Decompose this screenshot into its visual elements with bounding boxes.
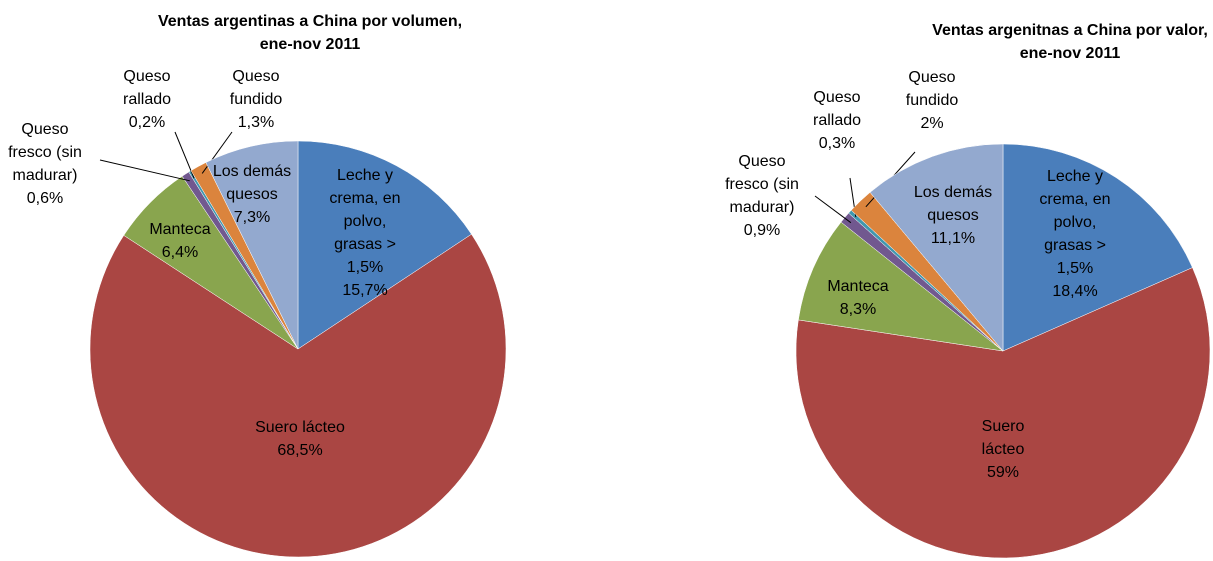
pie-slice — [869, 143, 1004, 352]
value-label: 11,1% — [931, 230, 975, 247]
slice-label: Manteca — [149, 221, 210, 238]
pie-slice — [297, 140, 472, 350]
slice-label: Suero lácteo — [982, 418, 1025, 458]
value-label: 1,3% — [238, 114, 274, 131]
leader-line — [814, 195, 852, 224]
value-label: 0,9% — [744, 222, 780, 239]
slice-label: Manteca — [827, 278, 888, 295]
pie-slice — [89, 233, 507, 558]
slice-label: Queso fresco (sin madurar) — [725, 153, 799, 216]
slice-label: Queso fundido — [906, 69, 959, 109]
slice-label: Los demás quesos — [213, 163, 291, 203]
value-label: 7,3% — [234, 209, 270, 226]
value-label: 15,7% — [342, 282, 387, 299]
slice-label: Los demás quesos — [914, 184, 992, 224]
pie-slice — [795, 267, 1211, 559]
leader-line — [201, 131, 233, 174]
slice-label: Leche y crema, en polvo, grasas >1,5% — [1039, 168, 1110, 277]
slice-label: Queso fundido — [230, 68, 283, 108]
slice-label: Queso fresco (sin madurar) — [8, 121, 82, 184]
value-label: 0,2% — [129, 114, 165, 131]
slice-label: Suero lácteo — [255, 419, 345, 436]
value-label: 2% — [920, 115, 943, 132]
value-label: 8,3% — [840, 301, 876, 318]
chart-title: Ventas argentinas a China por volumen, en… — [158, 13, 462, 53]
pie-slice — [205, 140, 299, 350]
value-label: 0,3% — [819, 135, 855, 152]
value-label: 0,6% — [27, 190, 63, 207]
slice-label: Leche y crema, en polvo, grasas >1,5% — [329, 167, 400, 276]
pie-slice — [798, 221, 1004, 352]
chart-title: Ventas argenitnas a China por valor, ene-… — [932, 22, 1208, 62]
pie-slice — [1002, 143, 1193, 352]
slice-label: Queso rallado — [123, 68, 171, 108]
value-label: 6,4% — [162, 244, 198, 261]
value-label: 18,4% — [1052, 283, 1097, 300]
leader-line — [99, 159, 190, 182]
value-label: 68,5% — [277, 442, 322, 459]
value-label: 59% — [987, 464, 1019, 481]
slice-label: Queso rallado — [813, 89, 861, 129]
